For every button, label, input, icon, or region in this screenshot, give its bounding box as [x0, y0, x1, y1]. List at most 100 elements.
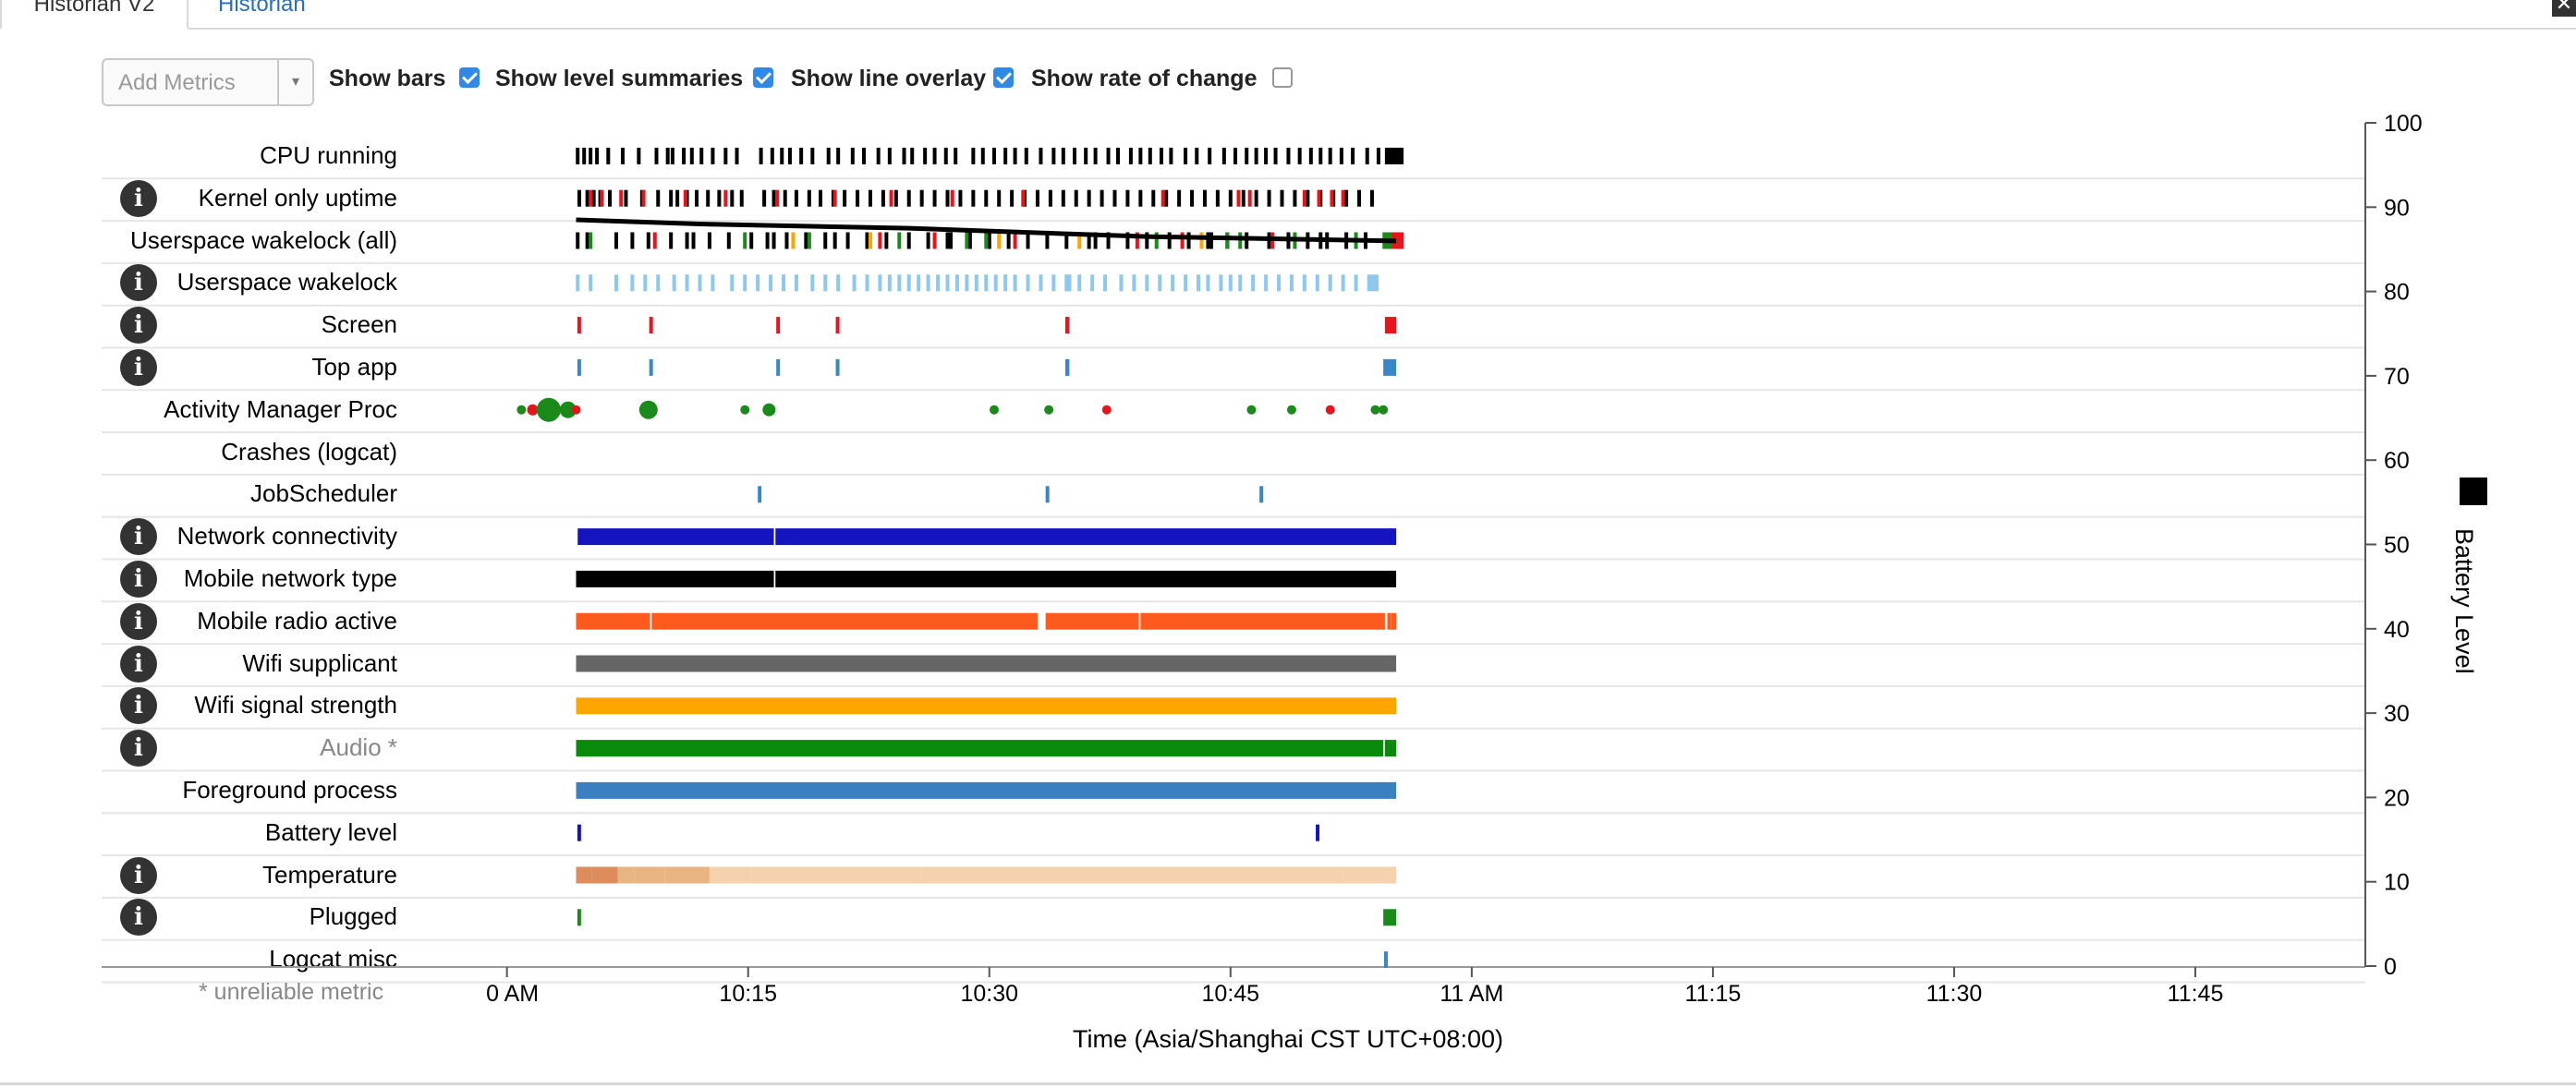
- event-tick: [1289, 274, 1294, 292]
- event-span: [1391, 612, 1397, 630]
- event-tick: [807, 232, 811, 249]
- info-icon[interactable]: i: [120, 730, 157, 768]
- show-bars-checkbox[interactable]: [459, 67, 480, 88]
- event-tick: [1341, 274, 1345, 292]
- row-label: Plugged: [309, 902, 397, 931]
- event-tick: [656, 189, 661, 207]
- event-tick: [1128, 147, 1133, 164]
- event-tick: [889, 189, 893, 207]
- add-metrics-select[interactable]: Add Metrics ▾: [102, 58, 314, 106]
- info-icon[interactable]: i: [120, 856, 157, 894]
- event-tick: [926, 274, 930, 292]
- event-tick: [1264, 147, 1269, 164]
- event-span: [775, 570, 1397, 587]
- info-icon[interactable]: i: [120, 899, 157, 937]
- close-icon[interactable]: ✕: [2552, 0, 2576, 17]
- row-label: CPU running: [260, 140, 397, 169]
- event-tick: [723, 147, 728, 164]
- event-tick: [619, 189, 624, 207]
- show-level-summaries-checkbox[interactable]: [753, 67, 773, 88]
- event-tick: [936, 274, 941, 292]
- event-tick: [695, 189, 699, 207]
- x-tick-label: 10:45: [1202, 981, 1260, 1007]
- event-tick: [826, 147, 831, 164]
- event-tick: [897, 232, 902, 249]
- event-span: [776, 358, 781, 376]
- event-span: [651, 612, 1038, 630]
- event-tick: [1024, 147, 1028, 164]
- battery-level-line: [576, 217, 1397, 244]
- event-tick: [698, 274, 702, 292]
- show-rate-of-change-checkbox[interactable]: [1272, 67, 1293, 88]
- tab-historian-v2[interactable]: Historian V2: [0, 0, 188, 30]
- event-span: [1383, 909, 1397, 926]
- event-span: [649, 358, 653, 376]
- event-tick: [810, 274, 815, 292]
- event-tick: [1077, 274, 1082, 292]
- row-label: Userspace wakelock (all): [130, 225, 397, 254]
- event-tick: [1184, 274, 1188, 292]
- info-icon[interactable]: i: [120, 560, 157, 598]
- info-icon[interactable]: i: [120, 602, 157, 640]
- tab-historian[interactable]: Historian: [218, 0, 306, 17]
- event-tick: [1219, 274, 1223, 292]
- info-icon[interactable]: i: [120, 518, 157, 556]
- event-tick: [743, 274, 747, 292]
- unreliable-metric-note: * unreliable metric: [199, 979, 384, 1005]
- event-tick: [585, 232, 589, 249]
- info-icon[interactable]: i: [120, 179, 157, 217]
- event-tick: [1186, 232, 1191, 249]
- event-tick: [1228, 274, 1233, 292]
- row-label: Battery level: [264, 817, 397, 846]
- event-span: [1343, 866, 1397, 884]
- event-dot: [638, 400, 658, 419]
- event-tick: [1035, 189, 1039, 207]
- event-tick: [1369, 189, 1374, 207]
- show-bars-label: Show bars: [329, 66, 446, 91]
- event-span: [664, 866, 710, 884]
- event-tick: [932, 189, 937, 207]
- event-tick: [1376, 147, 1380, 164]
- event-tick: [878, 274, 882, 292]
- event-dot: [527, 404, 539, 416]
- event-tick: [1106, 232, 1111, 249]
- info-icon[interactable]: i: [120, 645, 157, 683]
- show-line-overlay-checkbox[interactable]: [993, 67, 1014, 88]
- event-tick: [1247, 189, 1252, 207]
- event-tick: [881, 189, 885, 207]
- show-level-summaries-label: Show level summaries: [495, 66, 744, 91]
- divider: [0, 1082, 2576, 1085]
- event-tick: [887, 274, 892, 292]
- row-label: Temperature: [262, 860, 397, 889]
- event-span: [1387, 612, 1391, 630]
- event-tick: [893, 189, 898, 207]
- event-tick: [756, 274, 760, 292]
- event-tick: [1195, 147, 1199, 164]
- event-tick: [787, 147, 792, 164]
- info-icon[interactable]: i: [120, 264, 157, 302]
- event-span: [576, 570, 774, 587]
- event-tick: [1077, 232, 1082, 249]
- event-tick: [1286, 147, 1291, 164]
- event-tick: [706, 189, 711, 207]
- event-tick: [656, 274, 661, 292]
- event-tick: [1103, 274, 1108, 292]
- x-tick-label: 10:15: [719, 981, 777, 1007]
- event-tick: [1039, 274, 1043, 292]
- chevron-down-icon[interactable]: ▾: [277, 60, 312, 104]
- info-icon[interactable]: i: [120, 687, 157, 725]
- row-label: Mobile radio active: [197, 606, 397, 635]
- event-tick: [987, 232, 991, 249]
- event-tick: [906, 274, 911, 292]
- event-tick: [917, 274, 921, 292]
- event-tick: [1090, 274, 1095, 292]
- event-dot: [762, 403, 776, 417]
- info-icon[interactable]: i: [120, 348, 157, 386]
- x-tick-label: 10:30: [960, 981, 1018, 1007]
- event-tick: [943, 147, 948, 164]
- event-tick: [652, 232, 657, 249]
- event-tick: [1145, 232, 1149, 249]
- event-tick: [923, 147, 928, 164]
- info-icon[interactable]: i: [120, 307, 157, 345]
- event-span: [1383, 358, 1397, 376]
